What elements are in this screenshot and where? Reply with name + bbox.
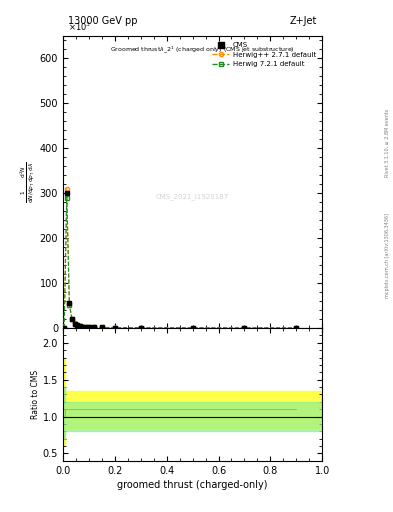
Text: Rivet 3.1.10, ≥ 2.8M events: Rivet 3.1.10, ≥ 2.8M events <box>385 109 389 178</box>
Text: 13000 GeV pp: 13000 GeV pp <box>68 15 138 26</box>
Legend: CMS, Herwig++ 2.7.1 default, Herwig 7.2.1 default: CMS, Herwig++ 2.7.1 default, Herwig 7.2.… <box>209 39 319 70</box>
Text: CMS_2021_I1920187: CMS_2021_I1920187 <box>156 193 229 200</box>
X-axis label: groomed thrust (charged-only): groomed thrust (charged-only) <box>118 480 268 490</box>
Text: $\times 10^3$: $\times 10^3$ <box>68 20 91 33</box>
Text: mcplots.cern.ch [arXiv:1306.3436]: mcplots.cern.ch [arXiv:1306.3436] <box>385 214 389 298</box>
Text: Z+Jet: Z+Jet <box>290 15 317 26</box>
Y-axis label: $\frac{1}{\mathrm{d}N/\mathrm{d}p_\mathrm{T}}\frac{\mathrm{d}^2N}{\mathrm{d}p_\m: $\frac{1}{\mathrm{d}N/\mathrm{d}p_\mathr… <box>18 161 37 203</box>
Text: Groomed thrust$\lambda\_2^1$ (charged only) (CMS jet substructure): Groomed thrust$\lambda\_2^1$ (charged on… <box>110 45 294 55</box>
Y-axis label: Ratio to CMS: Ratio to CMS <box>31 370 40 419</box>
